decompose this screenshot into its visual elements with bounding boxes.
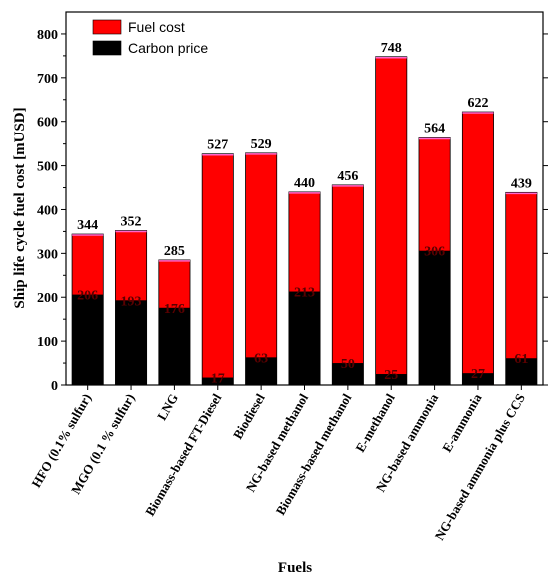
bar-labels-group: 344 206 352 193 285 176 527 17 529 63 440 213 456 50 7…	[77, 41, 532, 387]
bar-fuel-cost	[505, 191, 538, 386]
bar-total-label: 527	[207, 138, 228, 153]
bar-carbon-label: 61	[514, 352, 528, 367]
y-tick-label: 600	[37, 116, 58, 131]
y-tick-label: 200	[37, 291, 58, 306]
bar-carbon-label: 25	[384, 368, 398, 383]
bars-group	[71, 56, 538, 386]
bar-carbon-price	[462, 373, 494, 385]
bar-carbon-label: 63	[254, 351, 268, 366]
bar-total-label: 748	[381, 41, 402, 56]
bar-carbon-label: 193	[121, 294, 142, 309]
x-tick-label: Biodiesel	[230, 391, 268, 442]
bar-carbon-price	[72, 294, 104, 385]
y-tick-label: 100	[37, 335, 58, 350]
legend-swatch	[92, 40, 122, 56]
bar-carbon-price	[418, 250, 451, 385]
bar-carbon-price	[332, 363, 364, 385]
bar-fuel-cost	[461, 111, 494, 386]
bar-carbon-label: 176	[164, 302, 185, 317]
legend-label: Fuel cost	[128, 19, 185, 35]
y-axis-title: Ship life cycle fuel cost [mUSD]	[12, 107, 28, 308]
bar-total-label: 456	[337, 169, 358, 184]
bar-carbon-price	[288, 291, 321, 385]
x-tick-label: Biomass-based methanol	[273, 391, 355, 518]
plot-frame	[65, 11, 544, 386]
bar-carbon-price	[375, 374, 407, 385]
legend: Fuel cost Carbon price	[92, 19, 208, 56]
bar-carbon-label: 27	[471, 367, 485, 382]
bar-carbon-price	[158, 307, 191, 385]
bar-total-label: 439	[511, 176, 532, 191]
bar-fuel-cost	[331, 184, 364, 386]
x-tick-label: NG-based ammonia plus CCS	[432, 391, 528, 543]
y-tick-label: 700	[37, 72, 58, 87]
bar-fuel-cost	[201, 153, 234, 386]
legend-swatch	[92, 19, 122, 35]
bar-total-label: 285	[164, 244, 185, 259]
bar-carbon-label: 17	[211, 372, 225, 387]
bar-total-label: 529	[251, 137, 272, 152]
bar-carbon-label: 206	[77, 289, 98, 304]
bar-fuel-cost	[245, 152, 278, 386]
bar-total-label: 564	[424, 122, 445, 137]
bar-carbon-label: 306	[424, 245, 445, 260]
legend-label: Carbon price	[128, 40, 208, 56]
x-tick-label: E-methanol	[352, 391, 398, 455]
bar-carbon-price	[202, 377, 234, 385]
bar-carbon-price	[505, 358, 537, 385]
bar-carbon-price	[115, 300, 147, 385]
x-axis-title: Fuels	[278, 560, 312, 576]
bar-carbon-price	[245, 357, 277, 385]
y-tick-label: 800	[37, 28, 58, 43]
bar-carbon-label: 213	[294, 286, 315, 301]
bar-total-label: 352	[121, 215, 142, 230]
y-tick-label: 300	[37, 247, 58, 262]
bar-carbon-label: 50	[341, 357, 355, 372]
y-tick-label: 0	[51, 379, 58, 394]
y-tick-label: 400	[37, 203, 58, 218]
x-tick-label: Biomass-based FT-Diesel	[142, 391, 224, 519]
y-tick-label: 500	[37, 160, 58, 175]
bar-fuel-cost	[375, 56, 408, 386]
x-tick-label: LNG	[154, 391, 181, 423]
bar-total-label: 344	[77, 218, 98, 233]
bar-total-label: 622	[467, 96, 488, 111]
bar-total-label: 440	[294, 176, 315, 191]
x-tick-label: E-ammonia	[439, 391, 485, 455]
